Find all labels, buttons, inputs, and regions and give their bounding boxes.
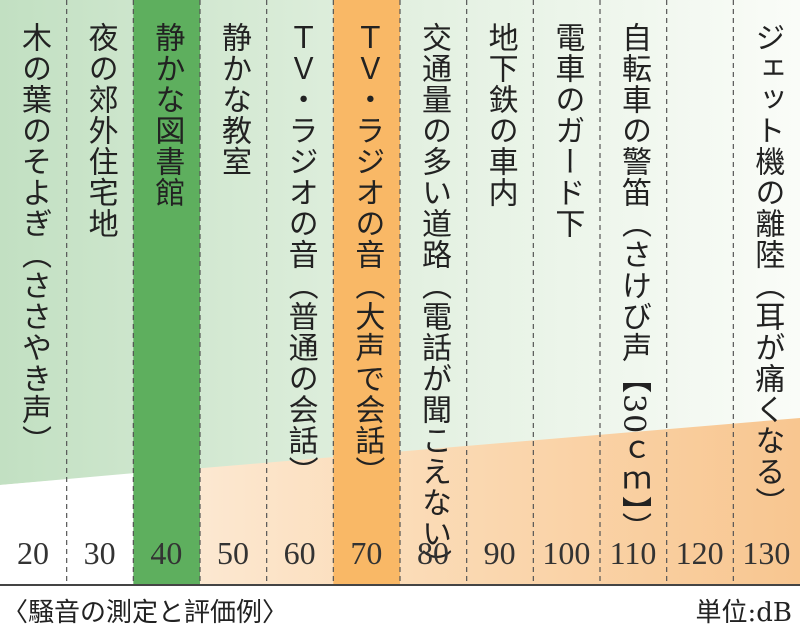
highlight-column-70: [333, 0, 400, 585]
example-label-20: 木の葉のそよぎ（ささやき声）: [16, 22, 51, 456]
example-label-70: ＴＶ・ラジオの音（大声で会話）: [349, 22, 385, 487]
db-value-30: 30: [83, 535, 116, 571]
db-value-100: 100: [542, 535, 591, 571]
db-value-50: 50: [217, 535, 249, 571]
highlight-column-40: [133, 0, 200, 585]
db-value-40: 40: [150, 535, 183, 571]
example-label-100: 電車のガード下: [549, 22, 585, 239]
db-value-70: 70: [350, 535, 383, 571]
db-value-130: 130: [742, 535, 791, 571]
example-label-130: ジェット機の離陸（耳が痛くなる）: [749, 22, 785, 518]
db-value-120: 120: [675, 535, 724, 571]
example-label-90: 地下鉄の車内: [482, 22, 518, 208]
db-value-20: 20: [17, 535, 49, 571]
db-value-80: 80: [417, 535, 449, 571]
db-value-60: 60: [283, 535, 316, 571]
example-label-40: 静かな図書館: [149, 22, 185, 208]
chart-caption: 〈騒音の測定と評価例〉: [2, 598, 289, 628]
example-label-50: 静かな教室: [216, 22, 251, 177]
white-corner: [0, 473, 135, 585]
example-label-60: ＴＶ・ラジオの音（普通の会話）: [282, 22, 318, 487]
unit-label: 単位:dB: [695, 598, 792, 628]
db-value-110: 110: [609, 535, 657, 571]
example-label-80: 交通量の多い道路（電話が聞こえない）: [416, 22, 451, 580]
example-label-30: 夜の郊外住宅地: [82, 22, 118, 239]
example-label-110: 自転車の警笛（さけび声【30ｃｍ】）: [616, 22, 651, 544]
db-value-90: 90: [483, 535, 516, 571]
